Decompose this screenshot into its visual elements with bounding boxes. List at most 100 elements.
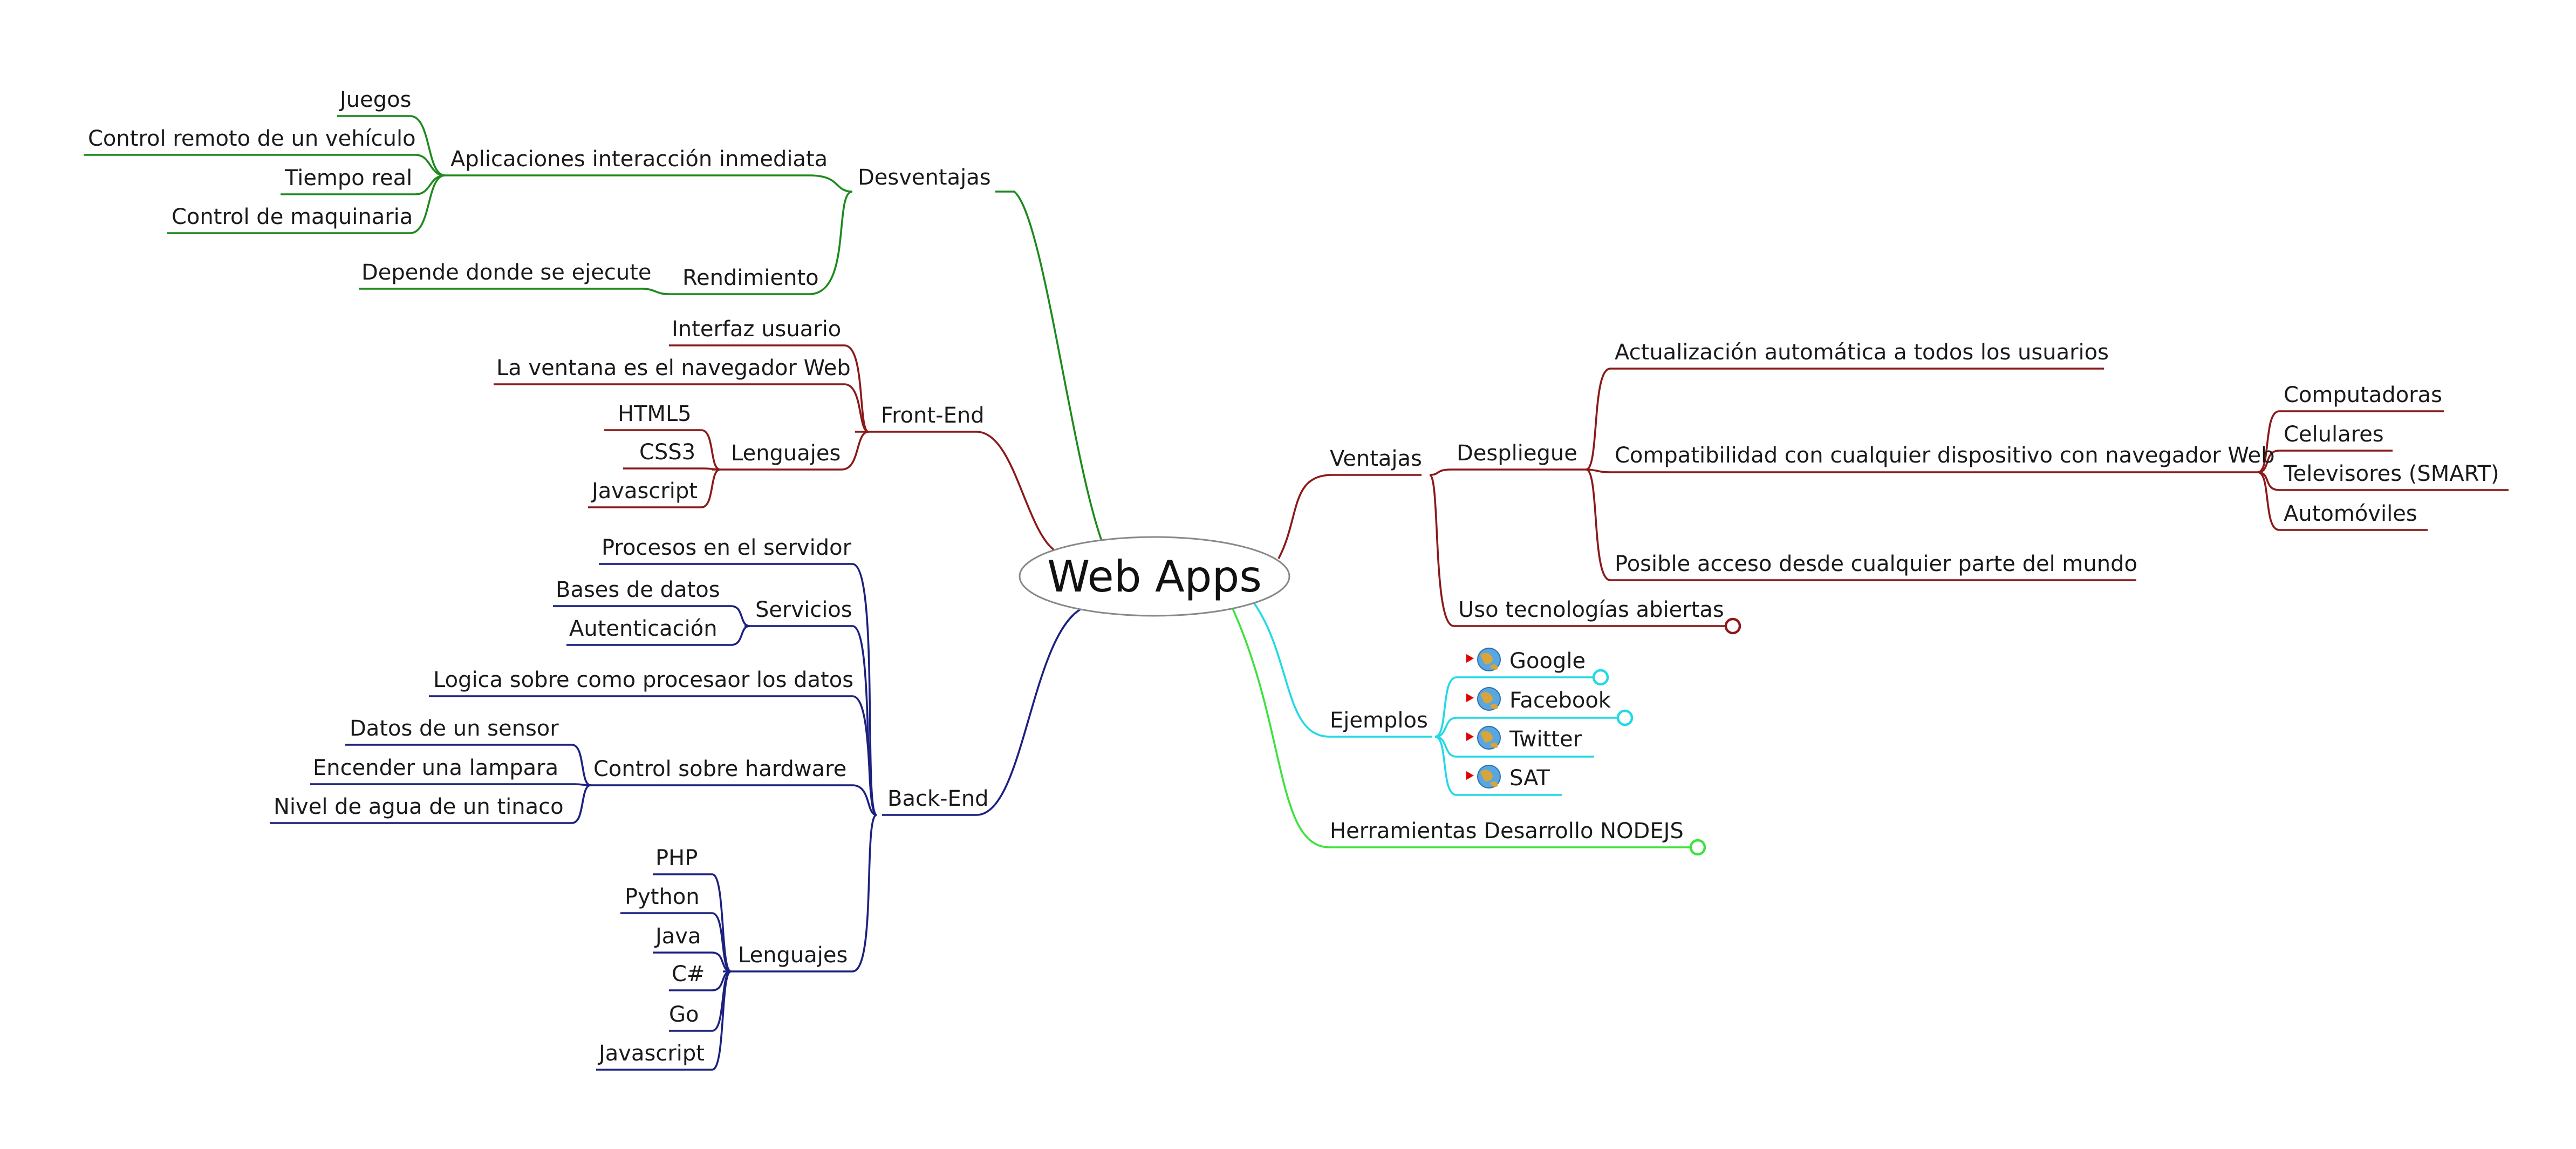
node-css3[interactable]: CSS3 [639, 440, 695, 465]
root-ellipse [1019, 536, 1290, 617]
node-tinaco[interactable]: Nivel de agua de un tinaco [274, 794, 564, 819]
node-sensor[interactable]: Datos de un sensor [350, 716, 559, 741]
node-javascript-be[interactable]: Javascript [597, 1041, 705, 1066]
node-celulares[interactable]: Celulares [2284, 422, 2384, 447]
node-facebook[interactable]: Facebook [1509, 688, 1611, 713]
node-back-end[interactable]: Back-End [887, 786, 989, 811]
node-logica[interactable]: Logica sobre como procesaor los datos [433, 668, 853, 692]
node-servicios[interactable]: Servicios [755, 597, 852, 622]
edge-sensor [345, 744, 591, 786]
edge-python [620, 912, 732, 973]
node-php[interactable]: PHP [655, 846, 698, 871]
node-compatibilidad[interactable]: Compatibilidad con cualquier dispositivo… [1615, 443, 2275, 468]
collapse-uso-tecnologias[interactable] [1724, 617, 1741, 635]
edge-html5 [604, 429, 721, 471]
node-control-hw[interactable]: Control sobre hardware [593, 757, 846, 781]
edge-logica [429, 695, 877, 816]
node-juegos[interactable]: Juegos [338, 87, 411, 112]
node-python[interactable]: Python [625, 885, 700, 909]
node-herramientas[interactable]: Herramientas Desarrollo NODEJS [1330, 819, 1684, 844]
edge-interfaz [669, 344, 869, 433]
example-google[interactable]: Google [1466, 648, 1586, 674]
globe-link-icon[interactable] [1477, 687, 1501, 711]
node-csharp[interactable]: C# [672, 962, 705, 987]
node-google[interactable]: Google [1509, 649, 1586, 674]
edge-front-end [855, 431, 1056, 552]
node-ventajas[interactable]: Ventajas [1330, 446, 1422, 471]
edge-facebook [1434, 717, 1618, 738]
node-depende[interactable]: Depende donde se ejecute [361, 260, 652, 285]
node-desventajas[interactable]: Desventajas [858, 165, 991, 190]
edge-rendimiento [669, 191, 853, 295]
node-bases[interactable]: Bases de datos [556, 577, 720, 602]
node-front-end[interactable]: Front-End [881, 403, 985, 428]
flag-marker-icon [1466, 694, 1474, 702]
edge-javascript-fe [588, 468, 721, 508]
node-java[interactable]: Java [654, 924, 701, 949]
edge-lampara [310, 783, 591, 786]
flag-marker-icon [1466, 771, 1474, 780]
node-interfaz[interactable]: Interfaz usuario [672, 317, 841, 342]
edge-autenticacion [566, 625, 750, 646]
globe-link-icon[interactable] [1477, 726, 1501, 750]
connector-lines [84, 115, 2509, 1071]
edge-ventajas [1277, 474, 1422, 559]
edge-posible [1586, 468, 2136, 581]
node-ejemplos[interactable]: Ejemplos [1330, 708, 1428, 733]
node-automoviles[interactable]: Automóviles [2284, 501, 2417, 526]
edge-sat [1434, 736, 1562, 796]
example-sat[interactable]: SAT [1466, 765, 1550, 791]
edge-google [1434, 676, 1594, 738]
node-lenguajes-fe[interactable]: Lenguajes [731, 441, 841, 466]
edge-java [653, 951, 732, 973]
node-computadoras[interactable]: Computadoras [2284, 383, 2442, 407]
flag-marker-icon [1466, 654, 1474, 663]
collapse-facebook[interactable] [1616, 709, 1634, 726]
node-autenticacion[interactable]: Autenticación [569, 616, 718, 641]
edge-ejemplos [1253, 602, 1432, 738]
node-actualizacion[interactable]: Actualización automática a todos los usu… [1615, 340, 2109, 365]
globe-link-icon[interactable] [1477, 765, 1501, 788]
collapse-google[interactable] [1592, 669, 1609, 686]
node-control-remoto[interactable]: Control remoto de un vehículo [88, 126, 416, 151]
example-twitter[interactable]: Twitter [1466, 726, 1582, 752]
node-sat[interactable]: SAT [1509, 766, 1550, 791]
collapse-markers [1592, 617, 1741, 856]
node-posible[interactable]: Posible acceso desde cualquier parte del… [1615, 552, 2137, 576]
labels-front-end: Front-End Interfaz usuario La ventana es… [496, 317, 985, 504]
node-rendimiento[interactable]: Rendimiento [682, 266, 819, 290]
node-html5[interactable]: HTML5 [618, 402, 692, 426]
node-lenguajes-be[interactable]: Lenguajes [738, 943, 848, 968]
node-control-maquinaria[interactable]: Control de maquinaria [172, 205, 413, 229]
edge-despliegue [1429, 468, 1586, 476]
node-despliegue[interactable]: Despliegue [1457, 441, 1577, 466]
node-televisores[interactable]: Televisores (SMART) [2283, 461, 2499, 486]
node-go[interactable]: Go [669, 1002, 699, 1027]
globe-link-icon[interactable] [1477, 648, 1501, 671]
edge-control-hw [588, 784, 877, 816]
root-node[interactable]: Web Apps [1019, 536, 1290, 617]
node-javascript-fe[interactable]: Javascript [590, 479, 698, 504]
node-lampara[interactable]: Encender una lampara [313, 756, 558, 780]
labels-ventajas: Ventajas Despliegue Actualización automá… [1330, 340, 2499, 622]
edge-control-maquinaria [167, 174, 446, 234]
edge-ventana [494, 383, 869, 433]
edge-lenguajes-fe [712, 431, 869, 471]
labels-desventajas: Desventajas Aplicaciones interacción inm… [88, 87, 991, 290]
node-twitter[interactable]: Twitter [1509, 727, 1582, 752]
edge-automoviles [2257, 471, 2428, 531]
collapse-herramientas[interactable] [1689, 839, 1706, 856]
example-facebook[interactable]: Facebook [1466, 687, 1611, 713]
node-tiempo-real[interactable]: Tiempo real [284, 166, 412, 191]
edge-bases [553, 605, 750, 627]
node-ventana[interactable]: La ventana es el navegador Web [496, 356, 851, 380]
node-uso[interactable]: Uso tecnologías abiertas [1458, 597, 1724, 622]
flag-marker-icon [1466, 732, 1474, 741]
edge-control-remoto [84, 154, 446, 176]
node-procesos[interactable]: Procesos en el servidor [602, 535, 852, 560]
edge-actualizacion [1586, 368, 2104, 471]
edge-computadoras [2257, 410, 2444, 473]
node-aplicaciones[interactable]: Aplicaciones interacción inmediata [450, 147, 828, 172]
edge-css3 [623, 467, 721, 471]
